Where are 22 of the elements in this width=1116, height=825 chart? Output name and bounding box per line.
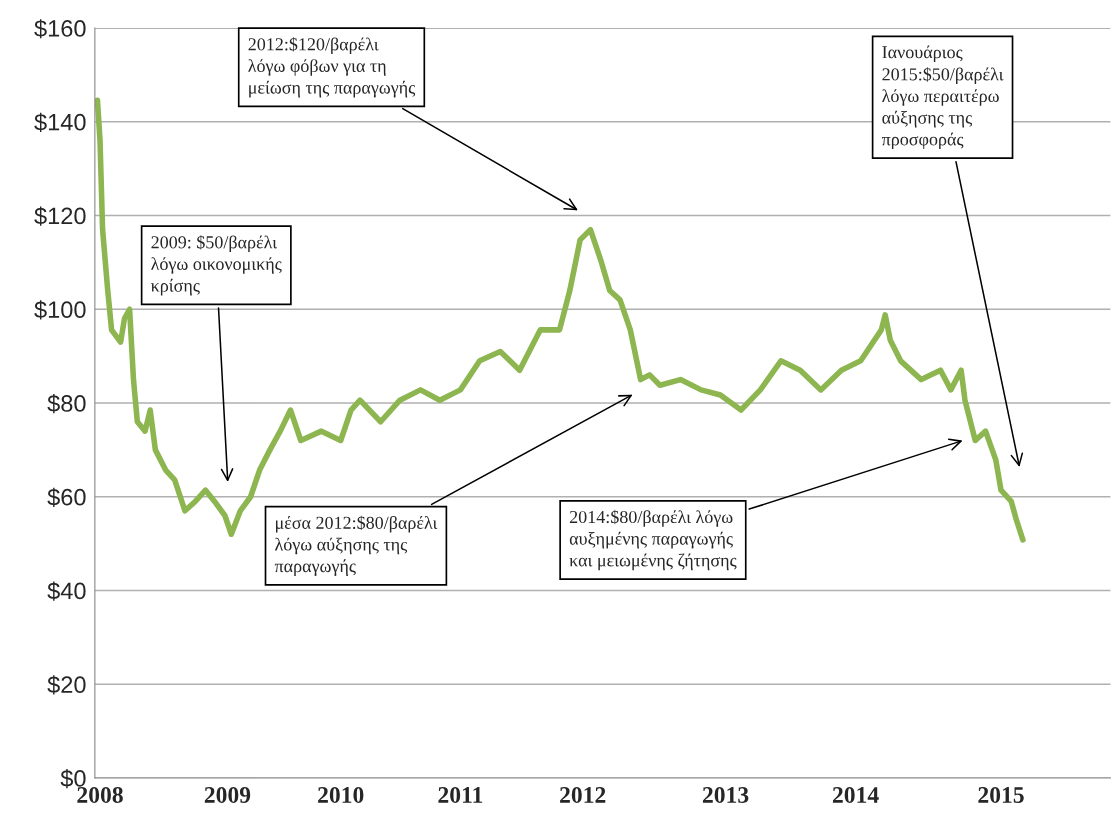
x-tick-label: 2009 [204, 786, 251, 803]
x-tick-label: 2008 [77, 786, 123, 803]
y-tick-label: $40 [47, 581, 86, 601]
annotation: 2012:$120/βαρέλι λόγω φόβων για τη μείωση της παραγωγής [248, 37, 416, 98]
x-tick-label: 2014 [832, 786, 879, 803]
annotation: 2009: $50/βαρέλι λόγω οικονομικής κρίσης [151, 235, 282, 296]
y-tick-label: $0 [60, 769, 86, 789]
y-tick-label: $120 [34, 206, 86, 226]
y-tick-label: $100 [34, 300, 86, 320]
x-tick-label: 2010 [318, 786, 364, 803]
y-tick-label: $80 [47, 394, 86, 414]
y-tick-label: $160 [34, 19, 86, 39]
annotation: μέσα 2012:$80/βαρέλι λόγω αύξησης της παραγωγής [274, 515, 438, 576]
y-tick-label: $20 [47, 675, 86, 695]
x-tick-label: 2013 [702, 786, 749, 803]
x-tick-label: 2015 [978, 786, 1024, 803]
annotation: 2014:$80/βαρέλι λόγω αυξημένης παραγωγής και μειωμένης ζήτησης [569, 509, 737, 571]
x-tick-label: 2011 [438, 786, 483, 803]
y-tick-label: $60 [47, 487, 86, 507]
annotation: Ιανουάριος 2015:$50/βαρέλι λόγω περαιτέρω αύξησης της προσφοράς [881, 45, 1004, 150]
y-tick-label: $140 [34, 112, 86, 132]
x-tick-label: 2012 [560, 786, 606, 803]
